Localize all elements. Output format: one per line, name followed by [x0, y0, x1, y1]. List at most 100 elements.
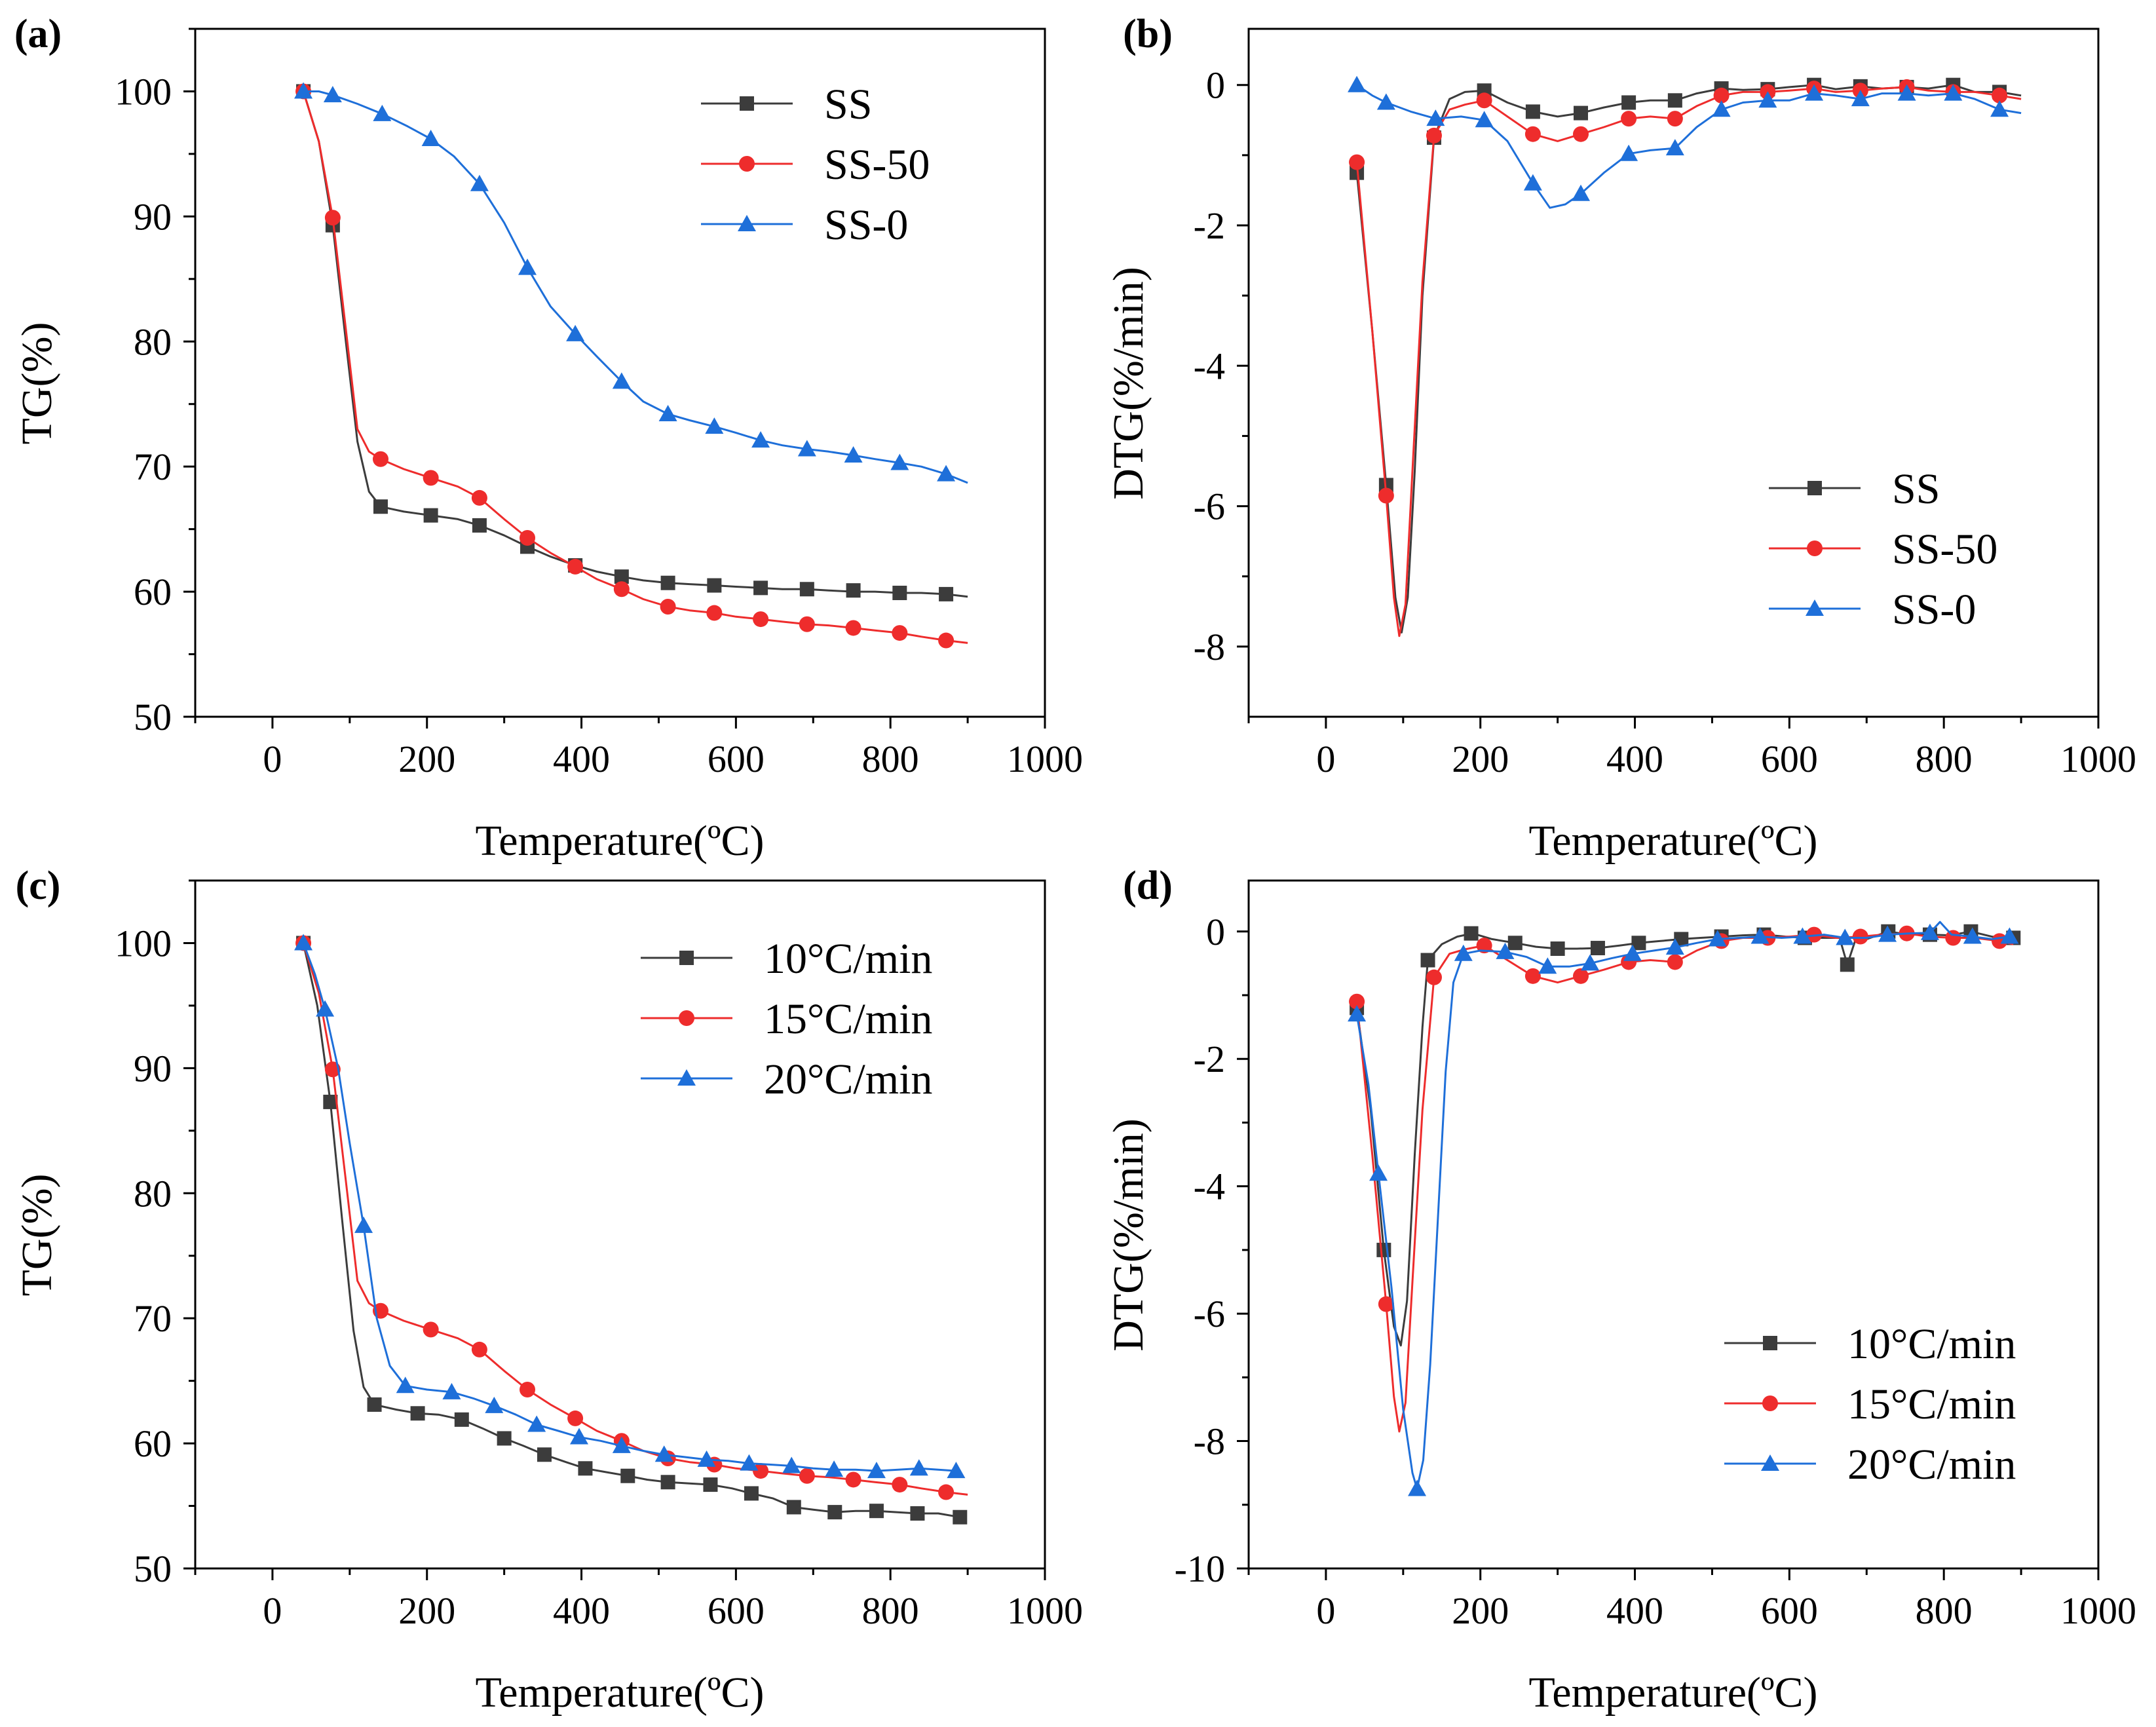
data-point-a-0 — [892, 586, 907, 600]
data-point-d-0 — [1840, 957, 1855, 972]
legend-label-b-2: SS-0 — [1892, 586, 1976, 634]
y-tick-label-b: -8 — [1194, 626, 1225, 668]
legend-label-d-2: 20°C/min — [1847, 1441, 2016, 1489]
data-point-d-2 — [2000, 927, 2019, 944]
x-tick-label-b: 200 — [1452, 738, 1509, 780]
y-tick-label-b: -4 — [1194, 345, 1225, 387]
data-point-c-2 — [527, 1415, 546, 1432]
data-point-b-0 — [1525, 104, 1540, 119]
y-tick-label-d: -10 — [1175, 1547, 1225, 1590]
data-point-c-2 — [947, 1462, 966, 1479]
legend-marker-a-2 — [738, 215, 756, 231]
data-point-b-2 — [1376, 93, 1395, 110]
data-point-a-1 — [423, 470, 439, 486]
data-point-d-1 — [1476, 938, 1492, 954]
legend-label-d-1: 15°C/min — [1847, 1380, 2016, 1428]
y-tick-label-b: -2 — [1194, 204, 1225, 247]
data-point-d-1 — [1349, 993, 1365, 1010]
data-point-c-1 — [471, 1341, 487, 1357]
data-point-d-1 — [1945, 930, 1961, 946]
data-point-d-0 — [1376, 1242, 1391, 1257]
data-point-c-2 — [612, 1436, 631, 1453]
data-point-c-0 — [410, 1406, 425, 1421]
plot-d: 0 200 400 600 800 1000 -10 -8 -6 -4 -2 0 10°C/min 15°… — [1175, 879, 2136, 1632]
legend-marker-b-1 — [1807, 541, 1823, 556]
data-point-a-0 — [423, 508, 438, 523]
data-point-d-2 — [1623, 944, 1642, 961]
panel-d-ylabel: DTG(%/min) — [1105, 1118, 1152, 1352]
data-point-d-0 — [1464, 926, 1479, 941]
x-tick-label-d: 1000 — [2060, 1589, 2136, 1632]
panel-label-b: (b) — [1123, 12, 1173, 56]
data-point-a-2 — [518, 258, 537, 275]
data-point-b-1 — [1524, 126, 1541, 142]
x-tick-label-c: 200 — [398, 1589, 455, 1632]
legend-label-b-1: SS-50 — [1892, 525, 1997, 573]
data-point-c-0 — [497, 1431, 512, 1446]
data-point-c-0 — [786, 1500, 801, 1515]
y-tick-label-c: 80 — [134, 1172, 172, 1215]
data-point-a-2 — [844, 446, 863, 463]
x-tick-label-d: 600 — [1761, 1589, 1818, 1632]
y-tick-label-d: -4 — [1194, 1166, 1225, 1208]
data-point-a-1 — [799, 616, 815, 632]
data-point-d-2 — [1408, 1479, 1427, 1496]
legend-marker-c-0 — [679, 951, 694, 965]
x-tick-label-a: 800 — [862, 738, 919, 780]
x-tick-label-a: 0 — [263, 738, 282, 780]
x-tick-label-d: 200 — [1452, 1589, 1509, 1632]
y-tick-label-a: 80 — [134, 320, 172, 363]
data-point-b-0 — [1574, 105, 1589, 121]
data-point-c-2 — [654, 1445, 673, 1462]
series-line-d-2 — [1355, 920, 2010, 1490]
data-point-c-1 — [892, 1477, 908, 1493]
x-tick-label-a: 400 — [553, 738, 610, 780]
plot-frame-a — [194, 28, 1046, 718]
data-point-b-2 — [1665, 139, 1684, 156]
y-tick-label-d: 0 — [1206, 911, 1225, 953]
data-point-d-0 — [1507, 936, 1522, 951]
data-point-d-0 — [1550, 941, 1565, 957]
data-point-a-1 — [660, 599, 676, 615]
data-point-c-1 — [753, 1463, 769, 1479]
data-point-c-2 — [442, 1382, 461, 1399]
y-tick-label-c: 90 — [134, 1047, 172, 1090]
data-point-c-1 — [567, 1410, 584, 1426]
data-point-d-2 — [1369, 1164, 1388, 1181]
data-point-d-2 — [1496, 942, 1515, 959]
data-point-b-2 — [1523, 174, 1542, 191]
data-point-c-1 — [423, 1321, 439, 1338]
data-point-d-2 — [1454, 944, 1473, 961]
data-point-c-2 — [396, 1376, 415, 1394]
y-tick-label-b: 0 — [1206, 64, 1225, 107]
x-tick-label-b: 400 — [1606, 738, 1663, 780]
legend-marker-a-0 — [740, 96, 754, 111]
data-point-c-2 — [782, 1456, 801, 1473]
data-point-c-1 — [520, 1382, 536, 1397]
data-point-a-1 — [706, 605, 723, 621]
y-tick-label-a: 50 — [134, 696, 172, 738]
legend-marker-a-1 — [739, 156, 755, 172]
data-point-c-0 — [578, 1461, 593, 1476]
data-point-c-2 — [294, 934, 313, 951]
data-point-c-2 — [825, 1460, 844, 1477]
plot-c: 0 200 400 600 800 1000 50 60 70 80 90 100 10°C/min 15… — [115, 879, 1083, 1632]
data-point-c-0 — [537, 1447, 552, 1462]
data-point-a-2 — [890, 453, 909, 470]
data-point-d-2 — [1348, 1005, 1367, 1022]
data-point-a-0 — [660, 575, 675, 590]
data-point-b-2 — [1805, 84, 1824, 101]
y-tick-label-a: 60 — [134, 571, 172, 613]
data-point-d-2 — [1708, 930, 1727, 947]
data-point-d-0 — [1631, 936, 1646, 951]
legend-label-d-0: 10°C/min — [1847, 1320, 2016, 1368]
data-point-a-2 — [658, 405, 677, 421]
data-point-a-2 — [612, 372, 631, 389]
data-point-a-0 — [472, 518, 487, 533]
data-point-d-2 — [1581, 954, 1600, 971]
data-point-b-1 — [1476, 92, 1492, 109]
data-point-d-1 — [1524, 968, 1541, 984]
data-point-c-1 — [799, 1468, 815, 1484]
y-tick-label-a: 100 — [115, 70, 172, 113]
